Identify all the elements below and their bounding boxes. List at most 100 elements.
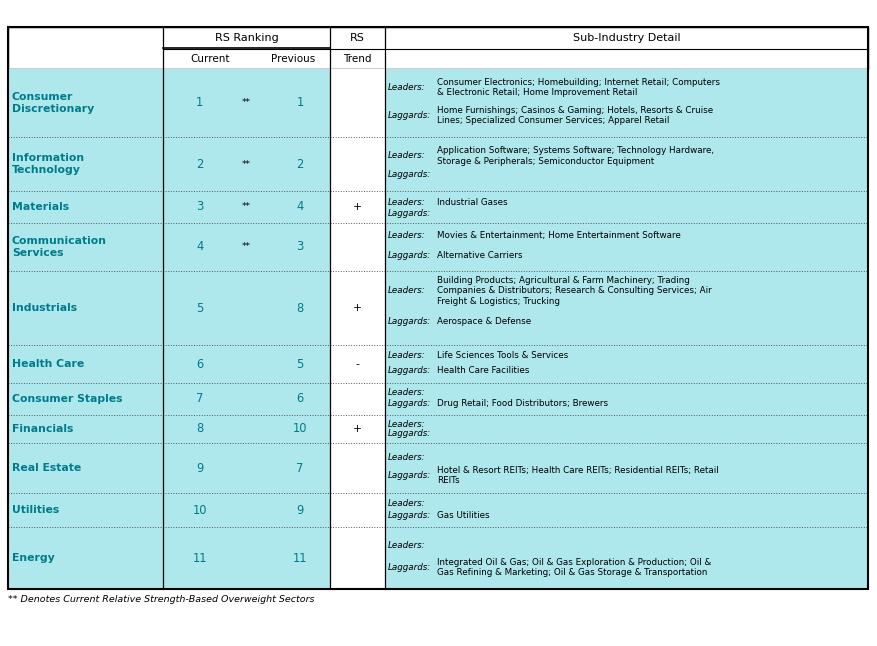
Bar [385,137,868,191]
Text: Laggards:: Laggards: [388,366,431,375]
Text: Current: Current [190,54,230,64]
Bar [8,345,163,383]
Text: 3: 3 [296,240,303,253]
Text: Leaders:: Leaders: [388,351,425,360]
Text: Leaders:: Leaders: [388,151,425,160]
Bar [163,415,330,443]
Text: Communication
Services: Communication Services [12,236,107,258]
Text: Laggards:: Laggards: [388,429,431,438]
Bar [385,191,868,223]
Text: Laggards:: Laggards: [388,510,431,519]
Text: +: + [353,424,362,434]
Text: Integrated Oil & Gas; Oil & Gas Exploration & Production; Oil &
Gas Refining & M: Integrated Oil & Gas; Oil & Gas Explorat… [437,557,711,577]
Text: Alternative Carriers: Alternative Carriers [437,251,523,260]
Text: 10: 10 [192,503,207,517]
Bar [163,493,330,527]
Bar [330,191,385,223]
Bar [330,137,385,191]
Text: Laggards:: Laggards: [388,317,431,326]
Text: 2: 2 [196,158,203,171]
Text: Leaders:: Leaders: [388,453,425,463]
Bar [330,415,385,443]
Text: 6: 6 [296,393,303,406]
Text: Leaders:: Leaders: [388,388,425,397]
Text: Gas Utilities: Gas Utilities [437,510,489,519]
Bar [385,271,868,345]
Text: Real Estate: Real Estate [12,463,82,473]
Text: Laggards:: Laggards: [388,251,431,260]
Text: Leaders:: Leaders: [388,541,425,550]
Text: Drug Retail; Food Distributors; Brewers: Drug Retail; Food Distributors; Brewers [437,399,608,408]
Text: +: + [353,202,362,212]
Text: Hotel & Resort REITs; Health Care REITs; Residential REITs; Retail
REITs: Hotel & Resort REITs; Health Care REITs;… [437,466,719,485]
Text: Financials: Financials [12,424,74,434]
Bar [330,271,385,345]
Bar [385,69,868,137]
Text: **: ** [242,242,251,251]
Bar [330,345,385,383]
Text: **: ** [242,202,251,211]
Bar [8,223,163,271]
Bar [8,527,163,589]
Bar [330,493,385,527]
Bar [163,443,330,493]
Bar [8,137,163,191]
Bar [330,443,385,493]
Text: +: + [353,303,362,313]
Text: 5: 5 [196,302,203,315]
Text: Leaders:: Leaders: [388,499,425,508]
Bar [8,443,163,493]
Text: 7: 7 [296,461,303,475]
Text: Laggards:: Laggards: [388,399,431,408]
Text: Laggards:: Laggards: [388,171,431,180]
Text: Consumer Electronics; Homebuilding; Internet Retail; Computers
& Electronic Reta: Consumer Electronics; Homebuilding; Inte… [437,78,720,97]
Text: 8: 8 [296,302,303,315]
Text: 7: 7 [196,393,203,406]
Text: Leaders:: Leaders: [388,420,425,429]
Text: Leaders:: Leaders: [388,83,425,92]
Bar [385,493,868,527]
Bar [385,415,868,443]
Bar [330,527,385,589]
Text: ** Denotes Current Relative Strength-Based Overweight Sectors: ** Denotes Current Relative Strength-Bas… [8,595,315,604]
Bar [8,191,163,223]
Text: 4: 4 [196,240,203,253]
Text: 8: 8 [196,422,203,435]
Bar [385,383,868,415]
Text: 11: 11 [192,552,207,565]
Text: 1: 1 [296,96,303,110]
Text: Health Care Facilities: Health Care Facilities [437,366,530,375]
Bar [385,223,868,271]
Bar [163,137,330,191]
Bar [8,69,163,137]
Text: 11: 11 [293,552,307,565]
Text: Application Software; Systems Software; Technology Hardware,
Storage & Periphera: Application Software; Systems Software; … [437,146,714,165]
Text: 1: 1 [196,96,203,110]
Text: 2: 2 [296,158,303,171]
Text: Consumer Staples: Consumer Staples [12,394,123,404]
Bar [330,223,385,271]
Text: -: - [355,359,360,369]
Bar [8,27,868,69]
Text: Health Care: Health Care [12,359,84,369]
Text: Sub-Industry Detail: Sub-Industry Detail [573,33,681,43]
Bar [163,191,330,223]
Text: 9: 9 [296,503,303,517]
Text: 6: 6 [196,357,203,371]
Text: Trend: Trend [343,54,372,64]
Bar [163,69,330,137]
Bar [8,271,163,345]
Bar [163,345,330,383]
Text: Materials: Materials [12,202,69,212]
Text: Home Furnishings; Casinos & Gaming; Hotels, Resorts & Cruise
Lines; Specialized : Home Furnishings; Casinos & Gaming; Hote… [437,105,713,125]
Bar [163,527,330,589]
Text: Industrials: Industrials [12,303,77,313]
Text: Laggards:: Laggards: [388,563,431,572]
Text: Energy: Energy [12,553,54,563]
Text: 9: 9 [196,461,203,475]
Text: Life Sciences Tools & Services: Life Sciences Tools & Services [437,351,568,360]
Bar [8,383,163,415]
Text: Utilities: Utilities [12,505,60,515]
Bar [385,443,868,493]
Bar [8,493,163,527]
